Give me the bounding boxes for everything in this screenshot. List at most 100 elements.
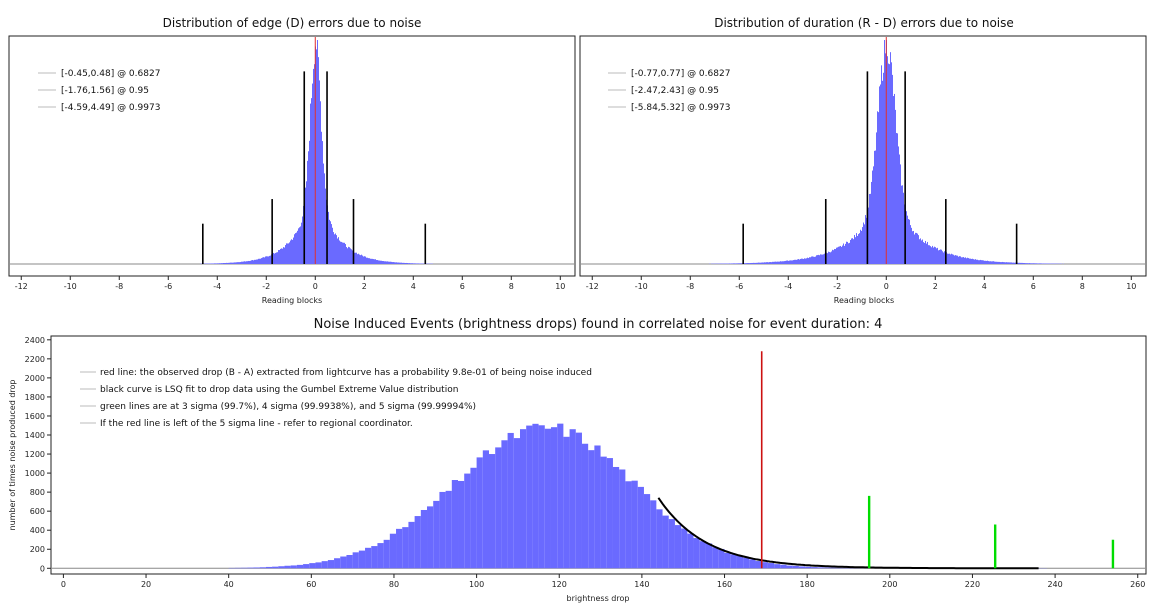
y-tick-label: 1400 bbox=[25, 431, 45, 440]
histogram-bar bbox=[854, 234, 855, 264]
histogram-bar bbox=[908, 219, 909, 264]
histogram-bar bbox=[764, 262, 765, 264]
histogram-bar bbox=[399, 262, 400, 264]
histogram-bar bbox=[378, 260, 379, 264]
x-tick-label: 0 bbox=[61, 580, 66, 589]
histogram-bar bbox=[982, 260, 983, 264]
histogram-bar bbox=[264, 257, 265, 264]
histogram-bar bbox=[745, 263, 746, 264]
histogram-bar bbox=[752, 262, 753, 264]
histogram-bar bbox=[872, 170, 873, 264]
histogram-bar bbox=[843, 243, 844, 264]
histogram-bar bbox=[384, 261, 385, 264]
histogram-bar bbox=[789, 260, 790, 264]
histogram-bar bbox=[981, 260, 982, 264]
histogram-bar bbox=[814, 256, 815, 264]
histogram-bar bbox=[782, 261, 783, 264]
histogram-bar bbox=[1040, 263, 1041, 264]
histogram-bar bbox=[668, 519, 675, 569]
histogram-bar bbox=[846, 241, 847, 264]
histogram-bar bbox=[225, 262, 226, 264]
histogram-bar bbox=[252, 260, 253, 264]
histogram-bar bbox=[249, 260, 250, 264]
histogram-bar bbox=[482, 450, 489, 569]
histogram-bar bbox=[1010, 262, 1011, 264]
histogram-bar bbox=[402, 262, 403, 264]
histogram-bar bbox=[913, 230, 914, 264]
histogram-bar bbox=[986, 260, 987, 264]
histogram-bar bbox=[834, 248, 835, 264]
histogram-bar bbox=[328, 211, 329, 264]
histogram-bar bbox=[303, 564, 310, 569]
histogram-bar bbox=[847, 241, 848, 264]
histogram-bar bbox=[489, 454, 496, 569]
histogram-bar bbox=[274, 253, 275, 264]
histogram-bar bbox=[451, 480, 459, 569]
histogram-bar bbox=[325, 188, 326, 264]
histogram-bar bbox=[283, 247, 284, 264]
histogram-bar bbox=[870, 193, 871, 264]
histogram-bar bbox=[736, 263, 737, 264]
histogram-bar bbox=[563, 436, 570, 569]
histogram-bar bbox=[550, 427, 558, 569]
histogram-bar bbox=[858, 234, 859, 264]
histogram-bar bbox=[802, 258, 803, 264]
x-tick-label: 0 bbox=[884, 282, 889, 291]
histogram-bar bbox=[662, 515, 669, 569]
histogram-bar bbox=[251, 260, 252, 264]
histogram-bar bbox=[310, 103, 311, 264]
histogram-bar bbox=[294, 234, 295, 264]
histogram-bar bbox=[1003, 262, 1004, 264]
histogram-bar bbox=[968, 258, 969, 264]
histogram-bar bbox=[244, 261, 245, 264]
histogram-bar bbox=[476, 457, 483, 569]
histogram-bar bbox=[999, 261, 1000, 264]
histogram-bar bbox=[412, 263, 413, 264]
histogram-bar bbox=[875, 150, 876, 264]
histogram-bar bbox=[956, 255, 957, 264]
histogram-bar bbox=[1030, 263, 1031, 264]
histogram-bar bbox=[924, 242, 925, 264]
histogram-bar bbox=[755, 262, 756, 264]
histogram-bar bbox=[934, 246, 935, 264]
histogram-bar bbox=[942, 251, 943, 264]
histogram-bar bbox=[765, 262, 766, 264]
histogram-bar bbox=[995, 261, 996, 264]
histogram-bar bbox=[759, 262, 760, 264]
histogram-bar bbox=[588, 450, 595, 569]
histogram-bar bbox=[266, 256, 267, 264]
histogram-bar bbox=[966, 258, 967, 264]
x-tick-label: -10 bbox=[64, 282, 77, 291]
histogram-bar bbox=[226, 262, 227, 264]
histogram-bar bbox=[926, 243, 927, 264]
noise-events-chart: Noise Induced Events (brightness drops) … bbox=[8, 317, 1147, 603]
histogram-bar bbox=[297, 230, 298, 264]
histogram-bar bbox=[1019, 262, 1020, 264]
histogram-bar bbox=[417, 263, 418, 264]
histogram-bar bbox=[1000, 262, 1001, 264]
histogram-bar bbox=[771, 262, 772, 264]
histogram-bar bbox=[296, 232, 297, 264]
histogram-bar bbox=[222, 263, 223, 264]
histogram-bar bbox=[1013, 262, 1014, 264]
histogram-bar bbox=[739, 263, 740, 264]
histogram-bar bbox=[973, 259, 974, 264]
legend: [-0.45,0.48] @ 0.6827 [-1.76,1.56] @ 0.9… bbox=[38, 69, 160, 113]
histogram-bar bbox=[262, 257, 263, 264]
legend: [-0.77,0.77] @ 0.6827 [-2.47,2.43] @ 0.9… bbox=[608, 69, 730, 113]
histogram-bar bbox=[284, 247, 285, 264]
histogram-bar bbox=[994, 261, 995, 264]
histogram-bar bbox=[402, 527, 409, 569]
histogram-bar bbox=[817, 255, 818, 264]
histogram-bar bbox=[778, 261, 779, 264]
histogram-bar bbox=[1026, 263, 1027, 264]
histogram-bar bbox=[272, 566, 279, 569]
x-axis-label: Reading blocks bbox=[834, 296, 894, 305]
histogram-bar bbox=[947, 253, 948, 264]
x-tick-label: 20 bbox=[141, 580, 151, 589]
histogram-bar bbox=[346, 555, 353, 569]
histogram-bar bbox=[1029, 263, 1030, 264]
histogram-bar bbox=[365, 256, 366, 264]
histogram-bar bbox=[569, 429, 576, 569]
